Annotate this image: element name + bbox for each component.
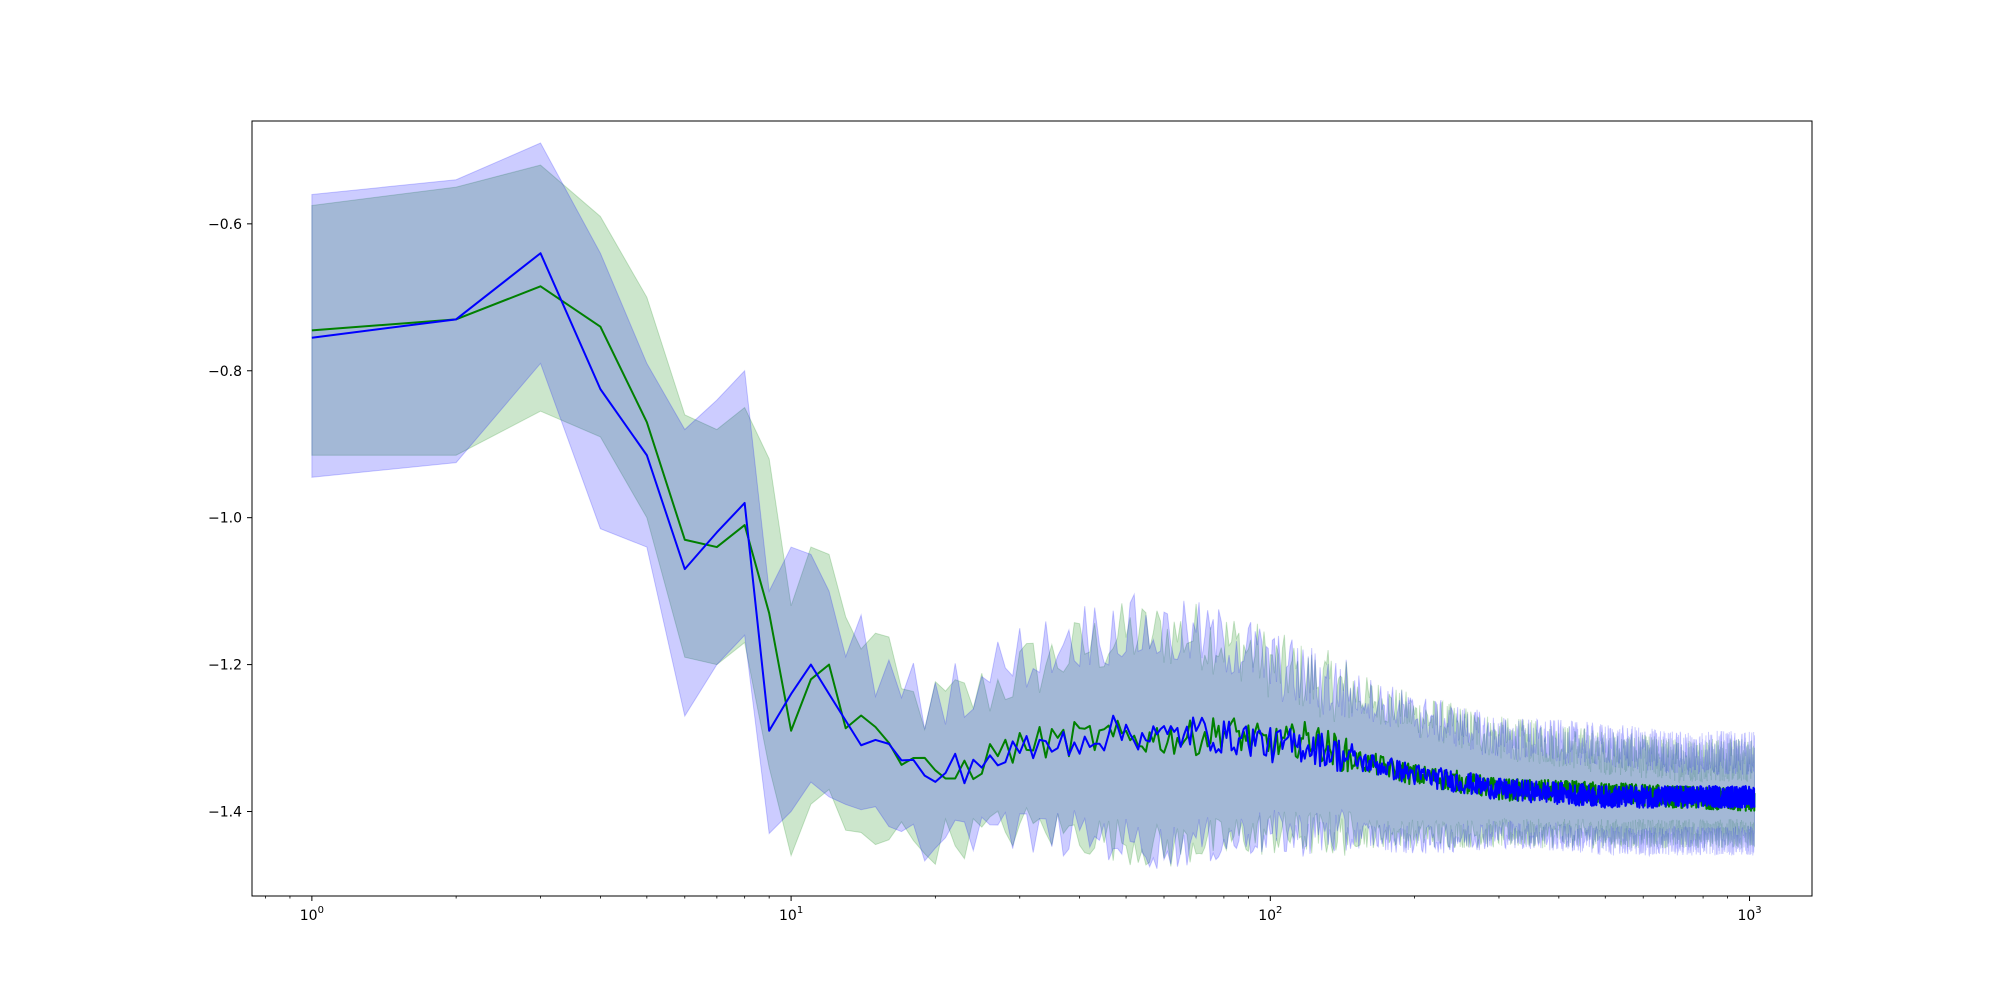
- series-lines: [311, 252, 1756, 812]
- plot-area-background: [252, 121, 1812, 896]
- y-axis: −0.6 −0.8 −1.0 −1.2 −1.4: [208, 217, 252, 821]
- x-tick-label-4: 103: [1737, 905, 1761, 924]
- x-axis: 100 101 102 103: [265, 896, 1762, 924]
- x-tick-label-2: 101: [779, 905, 803, 924]
- y-tick-label-5: −1.4: [208, 805, 242, 821]
- series-line-2: [311, 252, 1756, 809]
- plot-frame: [251, 120, 1813, 897]
- x-tick-label-1: 100: [300, 905, 324, 924]
- y-tick-label-4: −1.2: [208, 658, 242, 674]
- y-tick-label-1: −0.6: [208, 217, 242, 233]
- x-tick-label-3: 102: [1258, 905, 1282, 924]
- y-tick-label-2: −0.8: [208, 364, 242, 380]
- y-tick-label-3: −1.0: [208, 511, 242, 527]
